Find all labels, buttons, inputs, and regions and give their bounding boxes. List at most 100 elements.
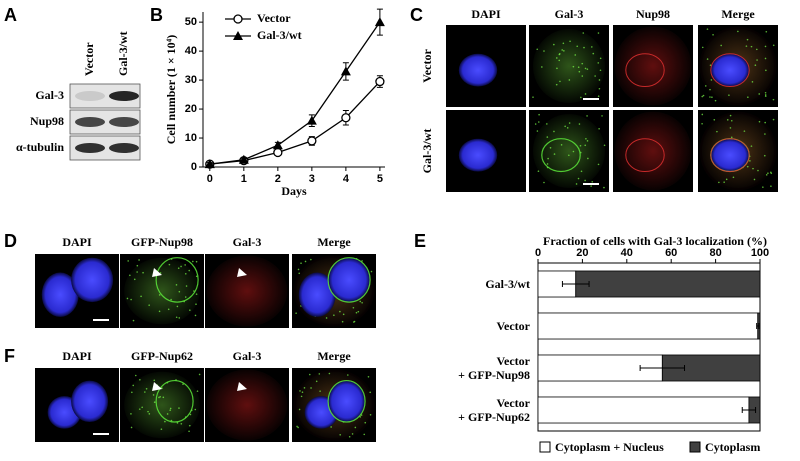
green-speck [753, 178, 756, 181]
green-speck [772, 44, 775, 47]
green-speck [765, 69, 767, 72]
y-tick-label: Gal-3/wt [485, 277, 530, 291]
data-point [273, 147, 283, 158]
data-point [238, 154, 249, 164]
micrograph [529, 25, 609, 107]
green-speck [184, 273, 187, 275]
bar-segment [537, 396, 750, 424]
nuclear-rim-red [625, 138, 665, 173]
green-speck [188, 424, 191, 427]
green-speck [701, 95, 704, 98]
legend-label: Cytoplasm + Nucleus [555, 440, 664, 454]
panel-letter: E [414, 231, 426, 251]
green-speck [754, 64, 757, 67]
error-bar [756, 323, 760, 329]
x-tick-label: 4 [343, 173, 350, 185]
data-point [306, 115, 317, 125]
green-speck [709, 88, 711, 91]
green-speck [297, 268, 300, 271]
micrograph [613, 110, 693, 192]
x-tick-label: 0 [207, 173, 213, 185]
green-speck [153, 401, 156, 403]
green-speck [569, 40, 571, 43]
lane-label: Vector [82, 42, 96, 76]
green-speck [601, 115, 603, 117]
bar-segment [537, 312, 759, 340]
green-speck [304, 260, 307, 263]
nucleus [458, 53, 498, 87]
x-tick-label: 1 [241, 173, 247, 185]
plot-frame [537, 262, 761, 432]
green-speck [586, 68, 589, 70]
green-speck [750, 45, 753, 48]
green-speck [164, 420, 166, 423]
green-speck [298, 272, 301, 275]
green-speck [537, 170, 540, 172]
green-speck [330, 426, 332, 428]
green-speck [562, 42, 565, 45]
micrograph [292, 368, 376, 442]
green-speck [553, 43, 555, 46]
nucleus [710, 53, 750, 87]
lane-label: Gal-3/wt [116, 31, 130, 76]
nucleus [458, 138, 498, 172]
nuclear-rim-green [155, 257, 199, 303]
green-speck [701, 46, 704, 49]
green-speck [361, 301, 363, 304]
legend-marker [233, 31, 243, 40]
green-speck [597, 62, 600, 64]
green-speck [189, 309, 191, 311]
green-speck [195, 260, 198, 263]
green-speck [184, 264, 186, 266]
green-speck [563, 50, 565, 52]
green-speck [598, 79, 601, 81]
green-speck [559, 80, 561, 83]
green-speck [764, 95, 767, 97]
green-speck [584, 93, 587, 95]
green-speck [167, 308, 170, 311]
green-speck [300, 262, 302, 265]
green-speck [758, 93, 761, 95]
green-speck [325, 317, 328, 319]
green-speck [195, 293, 198, 295]
green-speck [318, 373, 321, 375]
green-speck [572, 65, 575, 68]
green-speck [709, 64, 712, 67]
y-tick-label: 10 [185, 132, 197, 144]
green-speck [152, 394, 155, 396]
red-haze [614, 26, 692, 106]
green-speck [586, 115, 588, 117]
data-point [204, 159, 215, 169]
arrowhead [237, 268, 247, 277]
green-speck [178, 290, 181, 293]
row-label: Vector [420, 49, 434, 83]
green-speck [730, 136, 733, 139]
green-speck [770, 185, 772, 187]
x-tick-label: 5 [377, 173, 383, 185]
green-speck [752, 167, 754, 170]
green-speck [702, 94, 705, 97]
green-speck [144, 391, 146, 393]
green-speck [746, 38, 749, 41]
green-speck [180, 422, 183, 425]
y-axis-label: Cell number (1 × 10⁴) [164, 35, 178, 145]
green-speck [153, 379, 156, 382]
green-speck [148, 304, 150, 306]
green-speck [745, 45, 748, 47]
micrograph [529, 110, 609, 192]
green-speck [170, 298, 172, 301]
green-speck [369, 414, 372, 416]
green-speck [584, 67, 587, 70]
green-speck [591, 46, 593, 48]
series-line [209, 81, 381, 165]
green-speck [732, 176, 735, 179]
green-speck [762, 186, 764, 188]
row-label: Gal-3/wt [420, 129, 434, 174]
chart-title: Fraction of cells with Gal-3 localizatio… [543, 234, 767, 248]
green-speck [159, 396, 161, 398]
green-speck [558, 59, 561, 62]
green-speck [729, 127, 732, 129]
green-speck [357, 310, 360, 313]
green-speck [130, 413, 132, 415]
green-speck [161, 387, 163, 389]
